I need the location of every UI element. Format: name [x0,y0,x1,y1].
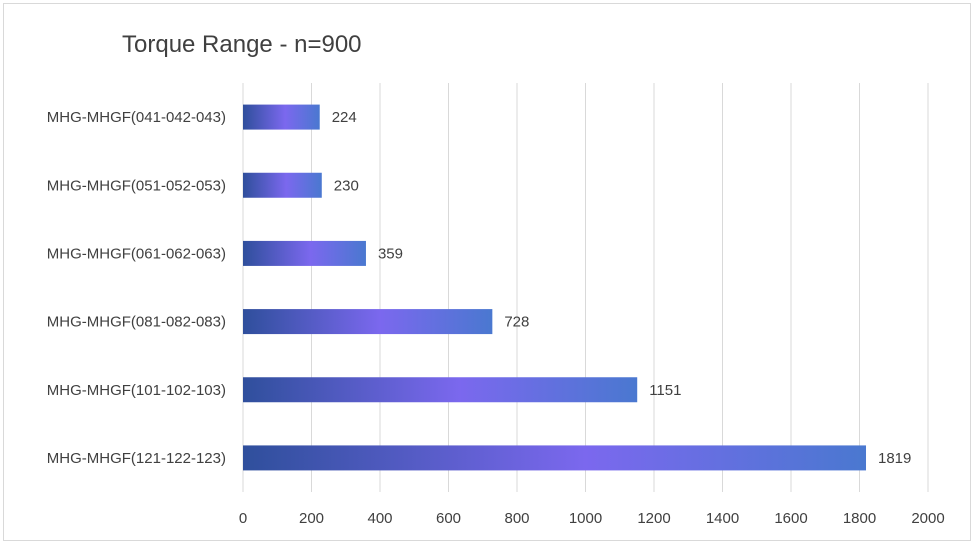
chart-title: Torque Range - n=900 [122,31,362,58]
category-label: MHG-MHGF(061-062-063) [47,245,226,262]
bar [243,377,638,403]
category-label: MHG-MHGF(081-082-083) [47,314,226,331]
bar [243,309,493,335]
x-tick-label: 1000 [569,510,602,527]
bars [243,104,867,471]
x-tick-label: 1200 [637,510,670,527]
category-label: MHG-MHGF(041-042-043) [47,109,226,126]
data-label: 224 [332,109,357,126]
category-labels: MHG-MHGF(041-042-043) MHG-MHGF(051-052-05… [47,109,226,467]
x-tick-label: 1400 [706,510,739,527]
data-label: 230 [334,177,359,194]
data-label: 728 [504,314,529,331]
x-tick-label: 1800 [843,510,876,527]
bar [243,445,867,471]
data-label: 1819 [878,450,911,467]
data-label: 1151 [649,382,681,399]
x-tick-label: 200 [299,510,324,527]
data-labels: 224 230 359 728 1151 1819 [332,109,912,467]
gridlines [242,83,929,492]
x-tick-label: 800 [504,510,529,527]
bar [243,172,322,198]
x-axis-ticks: 0 200 400 600 800 1000 1200 1400 1600 1800 2000 [239,510,945,527]
category-label: MHG-MHGF(051-052-053) [47,177,226,194]
bar [243,240,366,266]
data-label: 359 [378,245,403,262]
bar [243,104,320,130]
x-tick-label: 400 [367,510,392,527]
x-tick-label: 1600 [774,510,807,527]
category-label: MHG-MHGF(121-122-123) [47,450,226,467]
category-label: MHG-MHGF(101-102-103) [47,382,226,399]
x-tick-label: 600 [436,510,461,527]
x-tick-label: 0 [239,510,247,527]
x-tick-label: 2000 [911,510,944,527]
